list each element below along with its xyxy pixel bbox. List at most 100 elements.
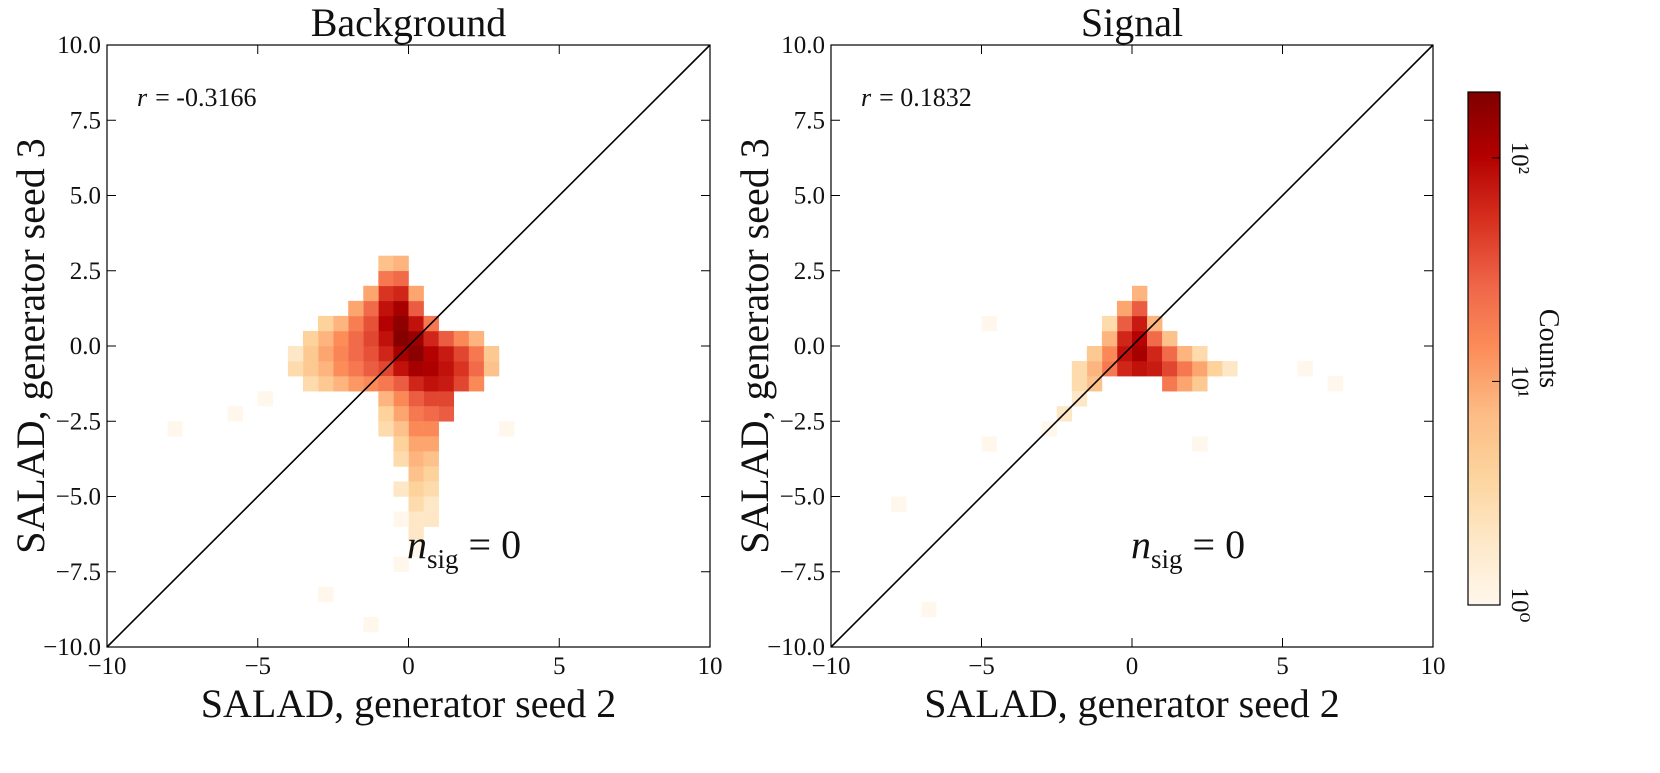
y-tick-label: −5.0 [780,484,825,511]
hist-cell [1162,361,1178,377]
hist-cell [981,436,997,452]
hist-cell [438,376,455,392]
hist-cell [1177,346,1193,362]
hist-cell [378,376,394,392]
hist-cell [1132,361,1148,377]
hist-cell [438,330,455,347]
n-subscript: sig [427,544,459,574]
hist-cell [438,346,455,362]
colorbar-tick-label: 10⁰ [1506,587,1533,622]
hist-cell [333,330,349,347]
hist-cell [1327,376,1343,392]
hist-cell [438,361,455,377]
hist-cell [363,330,379,347]
n-annotation: nsig = 0 [1131,522,1245,574]
x-tick-label: 0 [1126,653,1139,680]
x-tick-label: −5 [244,653,271,680]
hist-cell [1132,346,1148,362]
hist-cell [408,436,424,452]
x-tick-label: 0 [402,653,415,680]
hist-cell [408,451,424,467]
hist-cell [393,421,409,437]
hist-cell [423,361,439,377]
hist-cell [1177,376,1193,392]
x-tick-label: 10 [698,653,723,680]
hist-cell [423,511,439,527]
hist-cell [1177,361,1193,377]
hist-cell [423,346,439,362]
n-symbol: n [1131,522,1151,567]
hist-cell [408,511,424,527]
hist-cell [408,285,424,302]
y-tick-label: 2.5 [70,258,101,285]
x-axis-label: SALAD, generator seed 2 [201,681,616,726]
hist-cell [378,391,394,407]
hist-cell [393,376,409,392]
n-value: = 0 [1193,522,1246,567]
hist-cell [1192,361,1208,377]
y-tick-label: 5.0 [794,183,825,210]
hist-cell [302,361,319,377]
hist-cell [423,481,439,497]
y-tick-label: −2.5 [780,408,825,435]
hist-cell [1297,361,1313,377]
hist-cell [1116,361,1133,377]
diagonal-line [106,44,711,648]
hist-cell [408,481,424,497]
hist-cell [348,315,364,332]
hist-cell [1116,330,1133,347]
hist-cell [468,346,485,362]
hist-cell [423,330,439,347]
hist-cell [1116,300,1133,317]
hist-cell [1192,436,1208,452]
hist-cell [363,315,379,332]
hist-cell [1147,346,1163,362]
hist-cell [423,451,439,467]
hist-cell [333,376,349,392]
hist-cell [167,421,183,437]
hist-cell [1147,330,1163,347]
hist-cell [438,391,455,407]
hist-cell [318,346,334,362]
hist-cell [1147,361,1163,377]
y-tick-label: 0.0 [794,333,825,360]
hist-cell [363,346,379,362]
chart-title: Signal [1081,0,1183,45]
hist-cell [1192,376,1208,392]
y-axis-label: SALAD, generator seed 3 [732,138,777,553]
hist-cell [348,361,364,377]
y-tick-label: 10.0 [781,32,825,59]
hist-cell [393,255,409,272]
y-tick-label: 10.0 [57,32,101,59]
y-tick-label: 5.0 [70,183,101,210]
hist-cell [408,346,424,362]
hist-cell [318,586,334,603]
hist-cell [393,406,409,422]
hist-cell [468,361,485,377]
hist-cell [408,315,424,332]
hist-cell [393,481,409,497]
hist-cell [483,361,500,377]
y-tick-label: 0.0 [70,333,101,360]
hist-cell [1071,376,1088,392]
hist-cell [1162,376,1178,392]
hist-cell [408,541,424,557]
hist-cell [1222,361,1238,377]
r-value: = 0.1832 [879,83,972,112]
hist-cell [318,361,334,377]
hist-cell [438,406,455,422]
hist-cell [408,391,424,407]
y-tick-label: 2.5 [794,258,825,285]
hist-cell [318,330,334,347]
hist-cell [393,300,409,317]
n-subscript: sig [1151,544,1183,574]
hist-cell [423,376,439,392]
hist-cell [498,421,515,437]
y-tick-label: −10.0 [767,634,825,661]
hist-cell [1071,361,1088,377]
x-tick-label: 5 [553,653,566,680]
hist-cell [393,315,409,332]
hist-cell [891,496,907,512]
y-tick-label: −7.5 [56,559,101,586]
